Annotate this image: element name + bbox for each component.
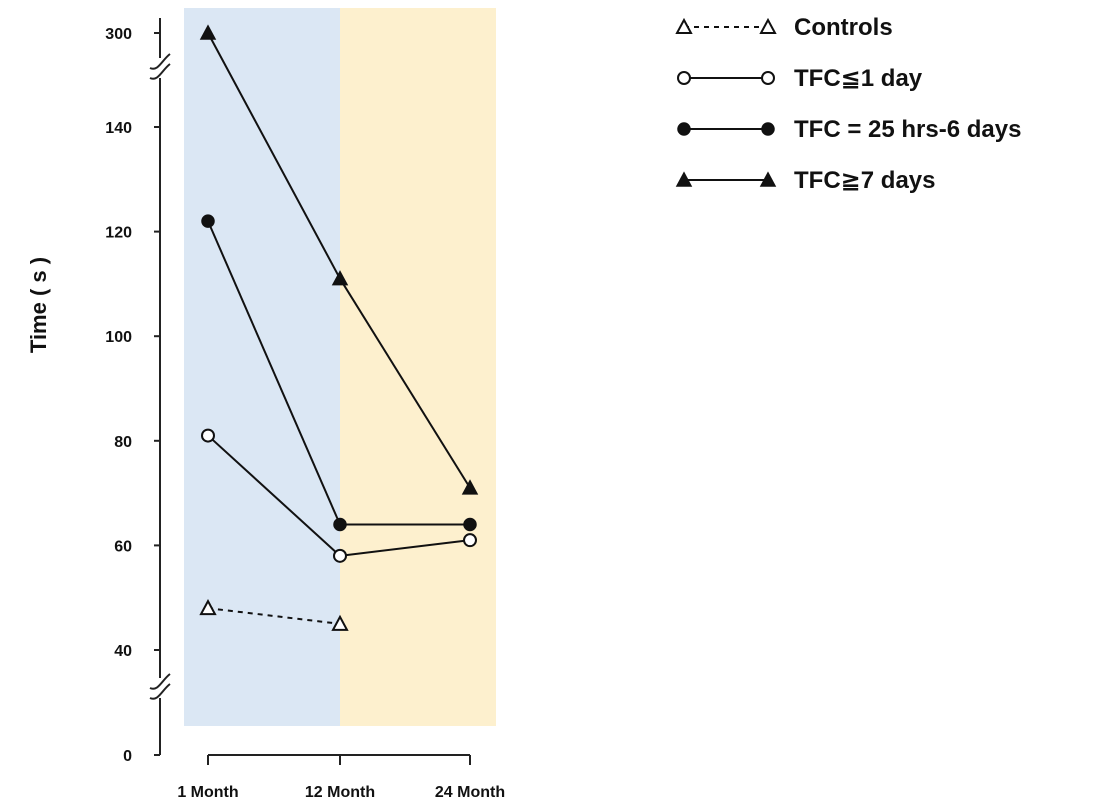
- legend-entry-3: TFC = 25 hrs-6 days: [677, 116, 1021, 143]
- series-1-point-2: [331, 614, 349, 631]
- y-tick-label-0: 0: [123, 748, 132, 765]
- legend-label-3: TFC = 25 hrs-6 days: [794, 116, 1021, 143]
- series-1-point-1: [199, 599, 217, 616]
- y-axis-break-bottom-b: [149, 683, 171, 700]
- series-3-point-2: [333, 517, 347, 532]
- series-group: [199, 24, 479, 631]
- series-2-point-3: [463, 533, 477, 548]
- series-1-segment-1: [207, 607, 341, 625]
- x-tick-label-3: 24 Month: [435, 784, 505, 801]
- legend-marker-start-1: [675, 17, 693, 34]
- series-4-point-2: [331, 270, 349, 286]
- series-3-point-3: [463, 517, 477, 532]
- legend-entry-2: TFC≦1 day: [677, 65, 923, 92]
- series-4-segment-2: [339, 278, 471, 489]
- series-2-segment-1: [207, 434, 341, 557]
- legend-marker-end-1: [759, 17, 777, 34]
- y-tick-label-60: 60: [114, 538, 132, 555]
- y-tick-label-100: 100: [105, 329, 132, 346]
- y-tick-label-120: 120: [105, 225, 132, 242]
- shaded-region-2: [340, 8, 496, 726]
- series-4-point-3: [461, 479, 479, 495]
- legend-marker-start-2: [677, 71, 691, 85]
- series-4: [199, 24, 479, 495]
- series-1: [199, 599, 349, 631]
- legend-label-4: TFC≧7 days: [794, 167, 935, 194]
- y-axis-break-top-b: [149, 63, 171, 80]
- legend-marker-end-4: [759, 171, 777, 187]
- y-axis-title: Time ( s ): [26, 257, 51, 353]
- y-tick-label-300: 300: [105, 26, 132, 43]
- y-tick-label-80: 80: [114, 434, 132, 451]
- series-4-segment-1: [207, 32, 341, 280]
- y-tick-label-140: 140: [105, 120, 132, 137]
- y-axis-break-top-a: [149, 53, 171, 70]
- x-tick-label-1: 1 Month: [177, 784, 238, 801]
- axes: 0 40 60 80 100 120 140 300 Time ( s ) 1 Month 12 M…: [26, 18, 505, 801]
- series-4-point-1: [199, 24, 217, 40]
- series-3-point-1: [201, 214, 215, 228]
- legend-marker-start-3: [677, 122, 691, 136]
- legend-label-1: Controls: [794, 14, 893, 41]
- y-tick-label-40: 40: [114, 643, 132, 660]
- series-2-point-2: [333, 548, 347, 563]
- x-tick-label-2: 12 Month: [305, 784, 375, 801]
- legend: Controls TFC≦1 day TFC = 25 hrs-6 days TFC≧…: [675, 14, 1021, 194]
- legend-marker-end-2: [761, 71, 775, 85]
- series-3-segment-1: [207, 220, 341, 525]
- legend-entry-1: Controls: [675, 14, 893, 41]
- shaded-region-1: [184, 8, 340, 726]
- y-axis-break-bottom-a: [149, 673, 171, 690]
- series-2-segment-2: [339, 539, 471, 557]
- legend-entry-4: TFC≧7 days: [675, 167, 935, 194]
- legend-marker-end-3: [761, 122, 775, 136]
- legend-label-2: TFC≦1 day: [794, 65, 923, 92]
- legend-marker-start-4: [675, 171, 693, 187]
- series-2: [201, 428, 477, 563]
- series-2-point-1: [201, 428, 215, 443]
- series-3: [201, 214, 477, 532]
